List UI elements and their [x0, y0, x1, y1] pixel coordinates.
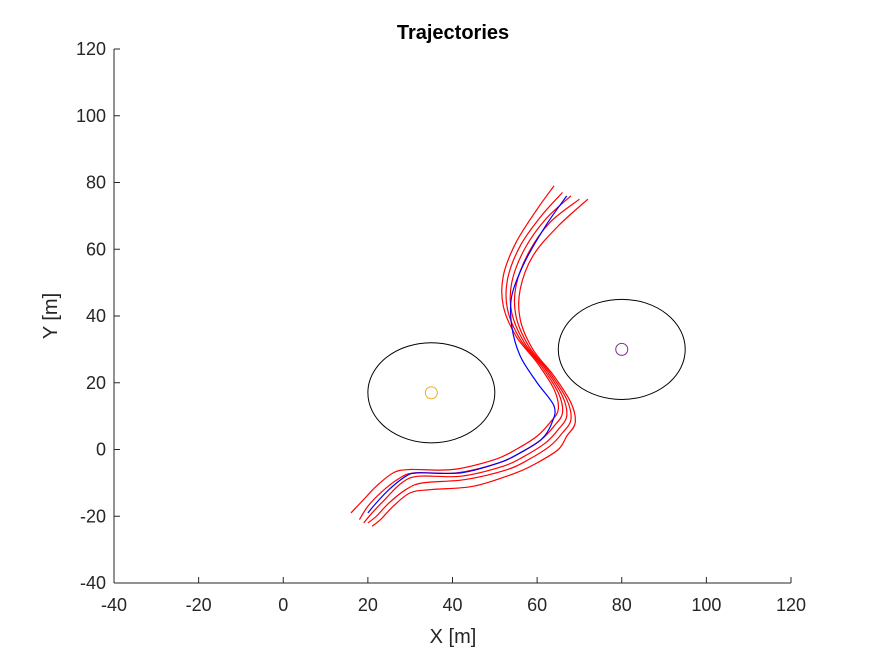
trajectory-line-2 — [358, 192, 564, 520]
obstacle-1-center-marker — [424, 386, 438, 400]
y-tick-label: 120 — [76, 39, 106, 59]
plot-area — [350, 185, 686, 527]
x-tick-label: 60 — [527, 595, 547, 615]
y-tick-label: 60 — [86, 239, 106, 259]
y-tick-label: 80 — [86, 173, 106, 193]
x-tick-label: -20 — [186, 595, 212, 615]
trajectory-line-5 — [371, 198, 589, 527]
trajectory-line-1 — [350, 185, 560, 514]
y-tick-label: 100 — [76, 106, 106, 126]
x-tick-label: -40 — [101, 595, 127, 615]
y-tick-label: 20 — [86, 373, 106, 393]
x-tick-label: 100 — [691, 595, 721, 615]
obstacle-2-boundary — [557, 298, 686, 400]
x-tick-label: 20 — [358, 595, 378, 615]
y-tick-label: -40 — [80, 573, 106, 593]
x-tick-label: 40 — [442, 595, 462, 615]
trajectory-line-4 — [367, 198, 580, 524]
y-axis-label: Y [m] — [40, 293, 62, 339]
axes: -40 -20 0 20 40 60 80 100 120 -40 -20 0 20 40 60 80 100 1… — [76, 39, 806, 615]
obstacle-2-center-marker — [615, 342, 629, 356]
x-tick-label: 0 — [278, 595, 288, 615]
reference-trajectory-line — [367, 195, 568, 514]
x-tick-label: 120 — [776, 595, 806, 615]
x-tick-label: 80 — [612, 595, 632, 615]
x-axis-label: X [m] — [430, 626, 477, 648]
y-tick-label: 40 — [86, 306, 106, 326]
obstacle-1-boundary — [367, 342, 496, 444]
y-tick-label: 0 — [96, 440, 106, 460]
chart-title: Trajectories — [397, 22, 509, 44]
trajectory-line-3 — [363, 195, 572, 524]
y-tick-label: -20 — [80, 506, 106, 526]
